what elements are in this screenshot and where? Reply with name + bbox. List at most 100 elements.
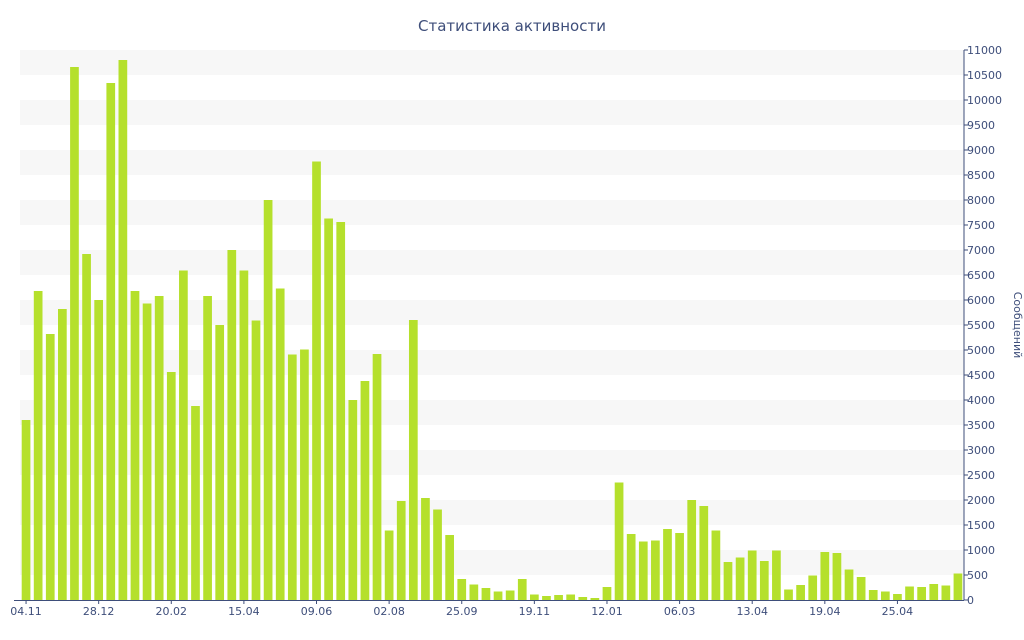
y-tick-label: 10000 — [967, 94, 1002, 107]
bar — [45, 334, 55, 600]
bar — [530, 594, 539, 600]
bar — [905, 586, 914, 600]
bar — [614, 482, 624, 600]
bars — [21, 60, 963, 600]
bar — [154, 296, 164, 600]
bar — [481, 588, 491, 600]
y-tick-label: 1500 — [967, 519, 995, 532]
bar — [941, 585, 951, 600]
bar — [142, 303, 152, 600]
y-tick-label: 11000 — [967, 44, 1002, 57]
grid-band — [20, 150, 964, 175]
bar — [675, 533, 684, 600]
bar — [445, 535, 454, 600]
bar — [82, 254, 91, 600]
bar — [348, 400, 358, 600]
grid-band — [20, 200, 964, 225]
y-tick-label: 3000 — [967, 444, 995, 457]
x-tick-label: 04.11 — [10, 605, 42, 618]
bar — [542, 596, 551, 600]
bar — [396, 501, 406, 600]
bar — [868, 590, 878, 600]
bar — [203, 296, 212, 600]
bar — [856, 577, 866, 600]
x-tick-label: 19.11 — [519, 605, 551, 618]
bar — [94, 300, 104, 600]
bar — [747, 550, 757, 600]
bar — [953, 573, 963, 600]
x-tick-label: 12.01 — [591, 605, 623, 618]
grid-band — [20, 350, 964, 375]
bar — [820, 552, 830, 600]
x-tick-label: 02.08 — [373, 605, 405, 618]
x-tick-label: 25.09 — [446, 605, 478, 618]
grid-band — [20, 400, 964, 425]
bar — [251, 320, 261, 600]
bar — [130, 291, 140, 600]
bar — [844, 569, 854, 600]
bar — [832, 553, 842, 600]
bar — [372, 354, 382, 600]
y-tick-label: 8000 — [967, 194, 995, 207]
bar — [166, 372, 176, 600]
bar — [759, 561, 769, 600]
bar — [433, 509, 442, 600]
bar — [33, 291, 43, 600]
bar — [384, 530, 394, 600]
bar — [880, 591, 890, 600]
bar — [275, 288, 285, 600]
y-tick-label: 2500 — [967, 469, 995, 482]
y-tick-label: 2000 — [967, 494, 995, 507]
bar — [300, 349, 309, 600]
bar — [687, 500, 697, 600]
bar — [917, 587, 926, 600]
bar — [578, 597, 588, 600]
y-tick-label: 5000 — [967, 344, 995, 357]
bar — [554, 595, 563, 600]
y-tick-label: 4000 — [967, 394, 995, 407]
bar — [263, 200, 273, 600]
grid-band — [20, 450, 964, 475]
grid-band — [20, 50, 964, 75]
grid-band — [20, 500, 964, 525]
bar — [324, 218, 333, 600]
x-tick-label: 28.12 — [83, 605, 115, 618]
grid-band — [20, 250, 964, 275]
bar — [191, 406, 200, 600]
bar — [517, 579, 527, 600]
bar — [566, 594, 576, 600]
bar — [469, 584, 479, 600]
bar — [711, 530, 721, 600]
bar — [312, 161, 321, 600]
bar — [663, 529, 672, 600]
y-tick-label: 6000 — [967, 294, 995, 307]
bar — [421, 498, 430, 600]
x-tick-label: 13.04 — [736, 605, 768, 618]
grid-bands — [20, 50, 964, 575]
bar — [772, 550, 781, 600]
x-tick-label: 19.04 — [809, 605, 841, 618]
bar — [493, 591, 503, 600]
bar — [590, 598, 600, 600]
bar — [70, 67, 79, 600]
bar — [929, 584, 939, 600]
x-tick-label: 20.02 — [156, 605, 188, 618]
bar — [784, 589, 793, 600]
bar — [505, 590, 515, 600]
bar — [651, 540, 660, 600]
grid-band — [20, 100, 964, 125]
bar — [239, 270, 249, 600]
y-tick-label: 7000 — [967, 244, 995, 257]
y-tick-label: 9500 — [967, 119, 995, 132]
bar — [21, 420, 31, 600]
x-tick-label: 09.06 — [301, 605, 333, 618]
bar — [735, 557, 745, 600]
bar — [215, 325, 225, 600]
bar — [179, 270, 188, 600]
chart-title: Статистика активности — [418, 17, 606, 35]
bar — [408, 320, 418, 600]
y-tick-label: 3500 — [967, 419, 995, 432]
bar — [336, 222, 346, 600]
bar — [287, 354, 297, 600]
